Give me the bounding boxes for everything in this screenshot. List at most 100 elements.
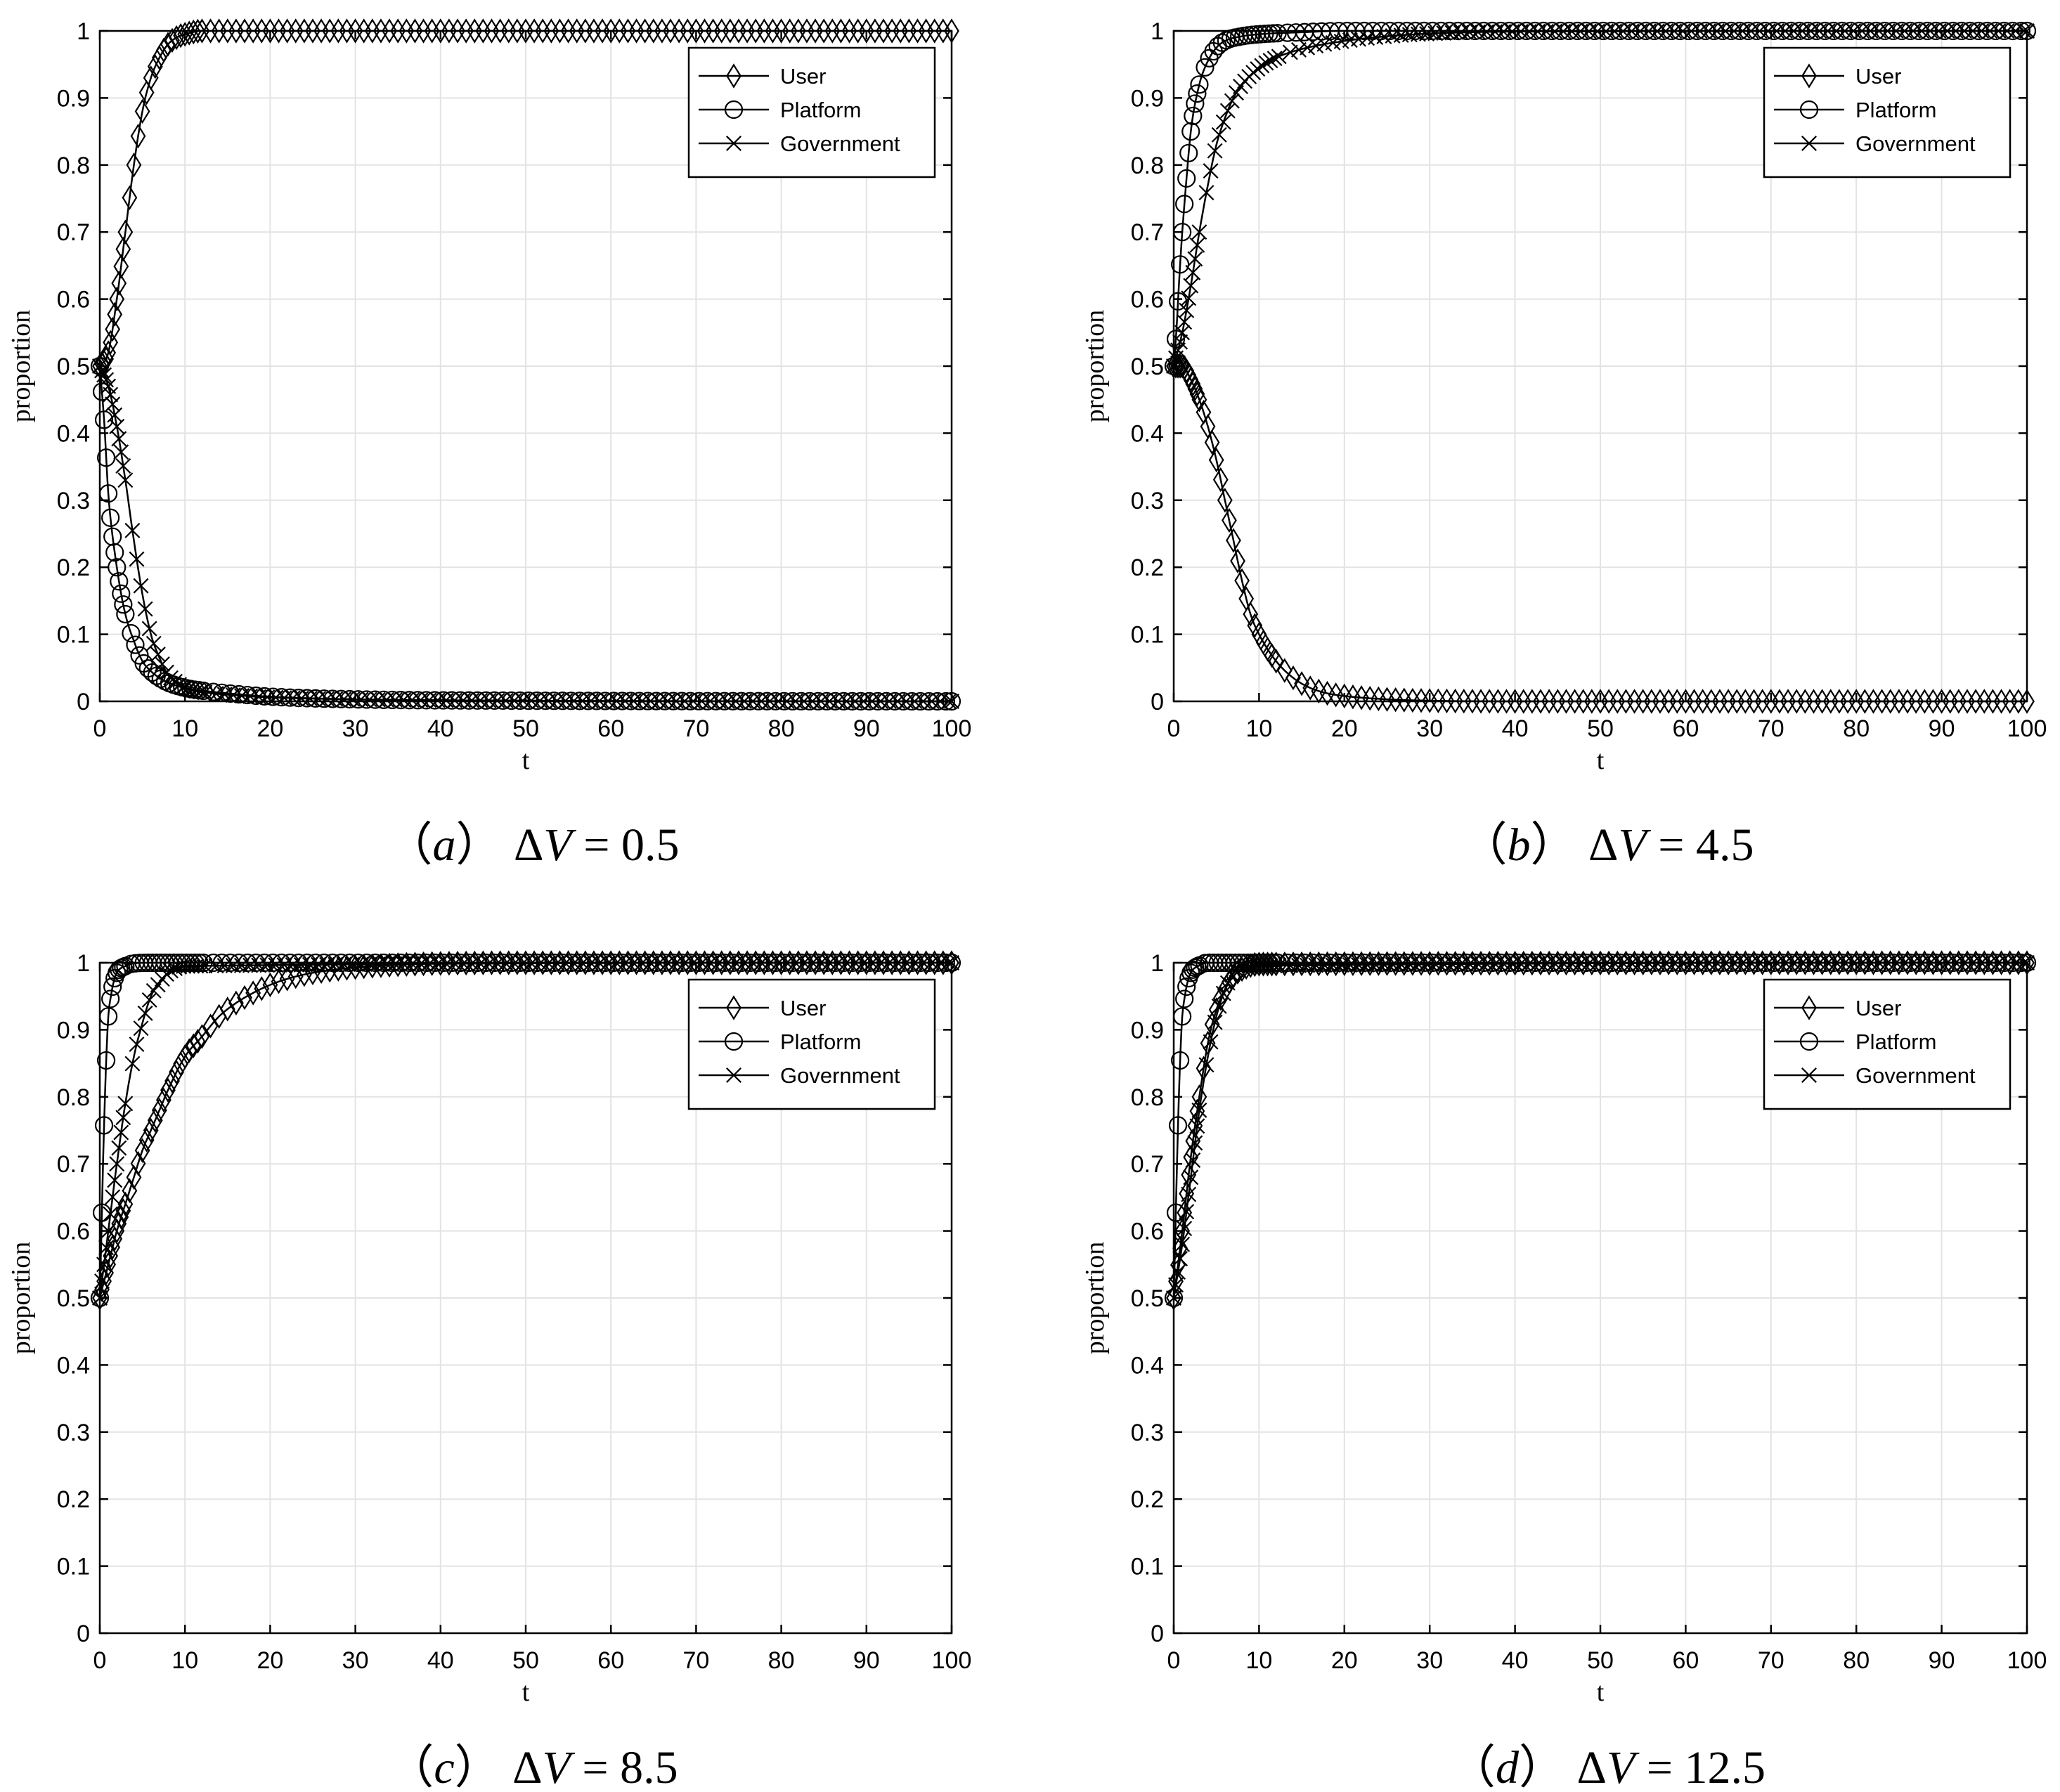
data-point-government: [1191, 224, 1207, 240]
data-point-user: [177, 1044, 193, 1070]
data-point-government: [1211, 126, 1227, 143]
y-tick-label: 0.1: [57, 622, 90, 649]
y-tick-label: 0.9: [57, 85, 90, 112]
data-point-government: [154, 656, 170, 672]
data-point-government: [133, 1020, 149, 1037]
data-point-user: [190, 18, 206, 44]
data-point-user: [103, 330, 119, 356]
data-point-government: [145, 635, 162, 651]
y-tick-label: 0.1: [57, 1554, 90, 1580]
data-point-government: [129, 551, 145, 567]
y-tick-label: 0.7: [57, 219, 90, 246]
data-point-government: [115, 458, 131, 474]
data-point-government: [1219, 975, 1236, 991]
data-point-government: [107, 1172, 123, 1188]
data-point-platform: [1259, 24, 1278, 43]
data-point-platform: [1184, 106, 1203, 126]
data-point-user: [105, 1235, 121, 1260]
data-point-platform: [1196, 58, 1214, 77]
data-point-user: [305, 960, 320, 986]
legend-marker-user: [726, 995, 741, 1020]
data-point-user: [111, 271, 127, 296]
data-point-user: [169, 25, 184, 51]
data-point-government: [2019, 23, 2035, 39]
data-point-government: [105, 396, 121, 413]
data-point-government: [1198, 185, 1214, 201]
legend-box: [1763, 46, 2012, 178]
y-tick-label: 0.6: [57, 287, 90, 313]
data-point-government: [2016, 955, 2032, 970]
y-tick-label: 0.9: [57, 1017, 90, 1044]
x-tick-label: 20: [1331, 715, 1358, 742]
series-line-user: [98, 30, 952, 367]
x-tick-label: 60: [1672, 1647, 1699, 1674]
grid: [99, 962, 952, 1634]
y-tick-label: 0.6: [57, 1219, 90, 1245]
data-point-user: [245, 980, 261, 1006]
y-tick-label: 0.7: [1131, 1151, 1164, 1178]
data-point-government: [1229, 85, 1244, 101]
data-point-user: [1294, 671, 1309, 696]
legend-entry-user: User: [1774, 63, 1901, 89]
data-point-government: [117, 472, 134, 488]
data-point-platform: [116, 604, 135, 624]
x-axis-label: t: [1597, 746, 1605, 775]
data-point-government: [1271, 48, 1287, 65]
y-axis-label: proportion: [1080, 310, 1110, 422]
x-tick-label: 40: [427, 1647, 454, 1674]
x-tick-label: 50: [512, 715, 539, 742]
data-point-platform: [1179, 143, 1198, 162]
data-point-platform: [1186, 94, 1205, 113]
data-point-platform: [1190, 75, 1209, 94]
data-point-government: [1185, 1153, 1201, 1168]
data-point-platform: [101, 989, 120, 1008]
x-tick-label: 40: [1502, 715, 1529, 742]
legend-box: [1763, 978, 2012, 1110]
x-tick-label: 30: [1416, 715, 1443, 742]
x-tick-label: 30: [1416, 1647, 1443, 1674]
data-point-government: [1267, 958, 1283, 974]
data-point-government: [1207, 143, 1223, 159]
data-point-government: [2019, 955, 2035, 970]
data-point-government: [944, 694, 959, 709]
legend-marker-government: [1801, 1067, 1817, 1083]
data-point-user: [944, 18, 959, 44]
x-tick-label: 0: [1167, 715, 1181, 742]
y-tick-label: 0.8: [57, 152, 90, 179]
legend-entry-platform: Platform: [699, 1030, 861, 1054]
y-tick-label: 0: [1151, 1621, 1164, 1647]
data-point-government: [115, 1110, 131, 1126]
data-point-platform: [1255, 25, 1274, 44]
data-point-user: [262, 972, 278, 998]
x-tick-label: 80: [768, 1647, 795, 1674]
data-point-user: [122, 185, 138, 211]
data-point-platform: [1212, 33, 1231, 52]
y-tick-label: 0.5: [1131, 353, 1164, 380]
data-point-platform: [96, 1051, 116, 1070]
data-point-government: [1219, 103, 1236, 119]
data-point-platform: [1166, 1203, 1186, 1222]
data-point-user: [143, 65, 159, 91]
y-tick-label: 0: [77, 689, 90, 715]
y-tick-label: 0.8: [57, 1084, 90, 1111]
data-point-platform: [103, 977, 122, 996]
data-point-user: [1302, 675, 1319, 701]
legend-marker-platform: [1799, 1032, 1819, 1051]
x-tick-label: 10: [1245, 715, 1272, 742]
x-tick-label: 20: [257, 1647, 283, 1674]
data-point-government: [1183, 278, 1199, 294]
data-point-government: [171, 677, 188, 693]
data-point-government: [1168, 1277, 1184, 1293]
data-point-user: [115, 1198, 131, 1223]
data-point-government: [1179, 302, 1195, 318]
data-point-government: [1174, 1236, 1191, 1252]
data-point-government: [96, 1257, 112, 1273]
x-axis-label: t: [522, 1677, 530, 1707]
data-point-user: [113, 254, 129, 279]
data-point-government: [1229, 961, 1244, 978]
legend-marker-user: [1801, 63, 1817, 89]
data-point-user: [134, 1138, 150, 1163]
y-tick-label: 0.4: [1131, 1352, 1164, 1379]
panel-caption: （d） ΔV = 12.5: [1449, 1742, 1766, 1792]
legend-entry-user: User: [699, 995, 826, 1020]
